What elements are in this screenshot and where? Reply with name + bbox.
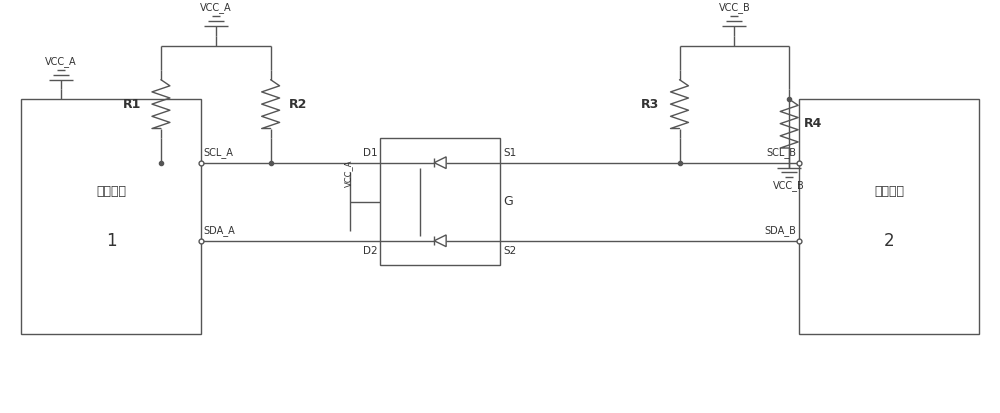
Text: 2: 2 — [884, 232, 894, 250]
Text: 从属设备: 从属设备 — [874, 185, 904, 199]
Text: VCC_A: VCC_A — [45, 56, 77, 67]
Text: G: G — [503, 195, 513, 208]
Text: VCC_A: VCC_A — [200, 2, 232, 13]
Text: R2: R2 — [289, 97, 307, 111]
Text: SCL_B: SCL_B — [766, 147, 796, 158]
Text: R4: R4 — [804, 117, 823, 130]
Text: S2: S2 — [503, 246, 516, 256]
Text: 主控制器: 主控制器 — [96, 185, 126, 199]
Text: VCC_A: VCC_A — [344, 159, 353, 187]
Text: SDA_B: SDA_B — [764, 225, 796, 236]
Text: D1: D1 — [363, 148, 377, 158]
Text: D2: D2 — [363, 246, 377, 256]
Text: VCC_B: VCC_B — [718, 2, 750, 13]
Bar — [799, 99, 979, 334]
Text: VCC_B: VCC_B — [773, 180, 805, 191]
Text: R3: R3 — [641, 97, 660, 111]
Bar — [21, 99, 201, 334]
Text: SCL_A: SCL_A — [204, 147, 234, 158]
Text: 1: 1 — [106, 232, 116, 250]
Text: SDA_A: SDA_A — [204, 225, 236, 236]
Text: R1: R1 — [123, 97, 141, 111]
Text: S1: S1 — [503, 148, 516, 158]
Bar — [380, 138, 500, 265]
